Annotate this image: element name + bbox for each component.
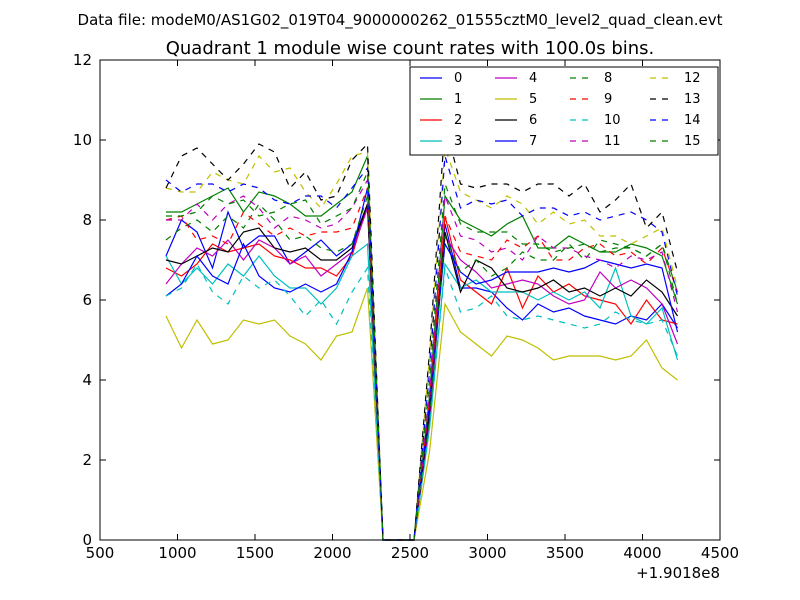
y-tick-label: 10: [73, 131, 92, 149]
x-tick-label: 2000: [313, 544, 351, 562]
x-tick-label: 3000: [468, 544, 506, 562]
series-line-6: [165, 203, 679, 541]
legend-label-2: 2: [454, 113, 462, 128]
y-tick-label: 0: [82, 531, 92, 549]
chart-title: Quadrant 1 module wise count rates with …: [166, 38, 655, 59]
series-line-7: [165, 187, 679, 541]
legend-label-3: 3: [454, 134, 462, 149]
legend-label-1: 1: [454, 92, 462, 107]
legend-label-14: 14: [684, 113, 701, 128]
x-tick-label: 2500: [391, 544, 429, 562]
series-line-10: [165, 262, 679, 541]
legend-label-13: 13: [684, 92, 701, 107]
legend-label-10: 10: [604, 113, 621, 128]
legend-label-11: 11: [604, 134, 621, 149]
x-tick-label: 4000: [623, 544, 661, 562]
series-line-5: [165, 287, 678, 541]
x-offset-label: +1.9018e8: [636, 564, 720, 582]
series-line-2: [165, 203, 678, 541]
x-tick-label: 3500: [546, 544, 584, 562]
legend-label-8: 8: [604, 71, 612, 86]
legend-label-5: 5: [529, 92, 537, 107]
x-tick-label: 4500: [701, 544, 739, 562]
y-tick-label: 2: [82, 451, 92, 469]
x-tick-label: 1000: [158, 544, 196, 562]
series-line-0: [165, 203, 679, 541]
series-line-8: [165, 195, 679, 541]
y-tick-label: 4: [82, 371, 92, 389]
x-tick-label: 1500: [236, 544, 274, 562]
series-line-12: [165, 147, 679, 541]
y-tick-label: 6: [82, 291, 92, 309]
legend-label-4: 4: [529, 71, 537, 86]
series-line-15: [166, 171, 679, 541]
chart-suptitle: Data file: modeM0/AS1G02_019T04_90000002…: [78, 11, 723, 30]
x-axis: 500 1000 1500 2000 2500 3000 3500 4000 4500: [86, 60, 739, 562]
legend-label-7: 7: [529, 134, 537, 149]
y-tick-label: 12: [73, 51, 92, 69]
plot-lines: [165, 123, 679, 541]
series-line-4: [165, 207, 679, 541]
series-line-9: [165, 187, 679, 541]
legend-label-15: 15: [684, 134, 701, 149]
series-line-13: [165, 123, 679, 541]
legend-label-9: 9: [604, 92, 612, 107]
legend-label-6: 6: [529, 113, 537, 128]
x-tick-label: 500: [86, 544, 115, 562]
legend-label-12: 12: [684, 71, 701, 86]
legend-box: [409, 66, 719, 156]
legend-label-0: 0: [454, 71, 462, 86]
y-tick-label: 8: [82, 211, 92, 229]
